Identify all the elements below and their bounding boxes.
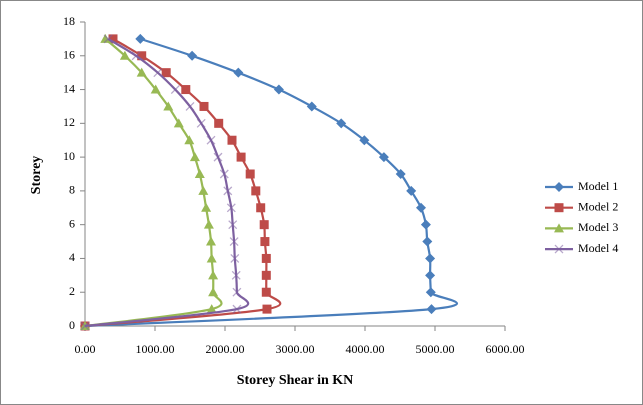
data-point	[199, 101, 209, 111]
y-tick-label: 14	[63, 81, 75, 95]
data-point	[251, 186, 261, 196]
data-point	[100, 33, 111, 43]
data-point	[426, 304, 437, 315]
data-point	[153, 68, 163, 78]
data-point	[185, 101, 195, 111]
data-point	[226, 203, 236, 213]
data-point	[261, 287, 271, 297]
data-point	[201, 202, 212, 212]
x-axis-title: Storey Shear in KN	[237, 373, 354, 388]
y-tick-label: 12	[63, 115, 75, 129]
data-point	[233, 67, 244, 78]
data-point	[262, 304, 272, 314]
data-point	[206, 135, 216, 145]
data-point	[108, 34, 118, 44]
data-point	[170, 85, 180, 95]
data-point	[273, 84, 284, 95]
data-point	[173, 118, 184, 128]
data-point	[163, 101, 174, 111]
data-point	[228, 220, 238, 230]
data-point	[231, 270, 241, 280]
y-axis-title: Storey	[29, 156, 44, 195]
y-tick-label: 2	[69, 284, 75, 298]
legend-label: Model 2	[578, 199, 618, 213]
data-point	[181, 85, 191, 95]
data-point	[236, 152, 246, 162]
data-point	[208, 287, 219, 297]
y-tick-label: 10	[63, 149, 75, 163]
data-point	[395, 169, 406, 179]
legend-label: Model 4	[578, 241, 618, 255]
legend-marker	[554, 203, 564, 213]
x-tick-label: 4000.00	[346, 342, 385, 356]
x-tick-label: 5000.00	[416, 342, 455, 356]
x-tick-label: 0.00	[75, 342, 96, 356]
data-point	[259, 220, 269, 230]
data-point	[232, 304, 242, 314]
data-point	[203, 219, 214, 229]
y-tick-label: 0	[69, 318, 75, 332]
legend-marker	[554, 244, 564, 254]
data-point	[260, 237, 270, 247]
data-point	[206, 304, 217, 314]
data-point	[230, 253, 240, 263]
y-tick-label: 16	[63, 48, 75, 62]
data-point	[119, 50, 130, 60]
data-point	[136, 67, 147, 77]
data-point	[422, 236, 433, 247]
data-point	[306, 101, 317, 112]
data-point	[416, 202, 426, 213]
legend-label: Model 3	[578, 220, 618, 234]
data-point	[336, 118, 347, 129]
x-tick-label: 3000.00	[276, 342, 315, 356]
data-point	[261, 253, 271, 263]
data-point	[103, 34, 113, 44]
data-point	[208, 270, 219, 280]
data-point	[184, 135, 195, 145]
data-point	[420, 219, 431, 230]
data-point	[214, 118, 224, 128]
data-point	[161, 68, 171, 78]
legend-label: Model 1	[578, 179, 618, 193]
y-tick-label: 6	[69, 216, 75, 230]
data-point	[213, 152, 223, 162]
legend-marker	[554, 223, 564, 233]
data-point	[206, 253, 217, 263]
data-point	[150, 84, 161, 94]
data-point	[187, 50, 198, 61]
data-point	[198, 185, 209, 195]
data-point	[425, 287, 436, 298]
data-point	[206, 236, 216, 246]
data-point	[131, 51, 141, 61]
data-point	[219, 169, 229, 179]
data-point	[194, 169, 205, 178]
data-point	[232, 287, 242, 297]
x-tick-label: 6000.00	[486, 342, 525, 356]
x-tick-label: 1000.00	[136, 342, 175, 356]
data-point	[425, 253, 436, 264]
data-point	[261, 270, 271, 280]
data-point	[425, 270, 436, 281]
y-tick-label: 4	[69, 250, 75, 264]
data-point	[227, 135, 237, 145]
data-point	[256, 203, 266, 213]
data-point	[406, 185, 417, 196]
data-point	[359, 135, 370, 146]
data-point	[245, 169, 255, 179]
data-point	[137, 51, 147, 61]
data-point	[229, 237, 239, 247]
data-point	[223, 186, 233, 196]
legend-marker	[554, 182, 564, 192]
data-point	[80, 321, 90, 331]
data-point	[189, 152, 200, 162]
data-point	[378, 152, 389, 163]
x-tick-label: 2000.00	[206, 342, 245, 356]
data-point	[196, 118, 206, 128]
y-tick-label: 8	[69, 183, 75, 197]
y-tick-label: 18	[63, 14, 75, 28]
data-point	[135, 33, 146, 44]
